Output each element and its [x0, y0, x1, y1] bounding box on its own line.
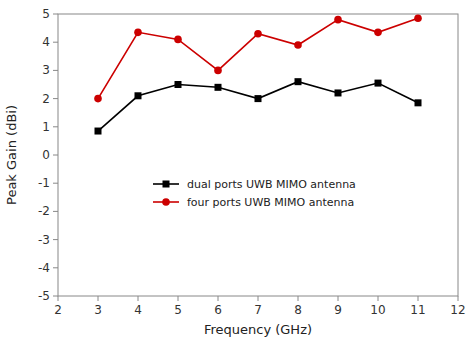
point-marker [414, 14, 422, 22]
point-marker [254, 30, 262, 38]
chart-container: 23456789101112-5-4-3-2-1012345Frequency … [0, 0, 474, 342]
x-tick [218, 296, 219, 301]
y-tick-label: 2 [42, 92, 50, 106]
point-marker [215, 84, 222, 91]
point-marker [174, 36, 182, 44]
x-tick [138, 296, 139, 301]
y-tick [53, 155, 58, 156]
y-tick [53, 211, 58, 212]
point-marker [334, 16, 342, 24]
x-axis: 2 3 4 5 6 7 8 9 10 11 12 [54, 296, 465, 317]
plot-frame [58, 14, 458, 296]
y-tick [53, 239, 58, 240]
y-tick-label: -2 [38, 204, 50, 218]
data-layer [94, 14, 422, 134]
y-tick-label: -4 [38, 261, 50, 275]
y-tick [53, 267, 58, 268]
y-tick-label: -5 [38, 289, 50, 303]
x-tick-label: 2 [54, 303, 62, 317]
x-axis-label: Frequency (GHz) [204, 322, 312, 337]
legend-label: four ports UWB MIMO antenna [187, 196, 354, 209]
x-tick [98, 296, 99, 301]
y-tick-label: -1 [38, 176, 50, 190]
y-tick [53, 14, 58, 15]
y-tick [53, 42, 58, 43]
x-tick-label: 9 [334, 303, 342, 317]
x-tick [298, 296, 299, 301]
point-marker [294, 41, 302, 49]
point-marker [135, 92, 142, 99]
x-tick-label: 8 [294, 303, 302, 317]
y-tick [53, 70, 58, 71]
x-tick-label: 7 [254, 303, 262, 317]
x-tick [418, 296, 419, 301]
y-tick [53, 98, 58, 99]
y-axis-label: Peak Gain (dBi) [4, 105, 19, 205]
x-tick-label: 11 [410, 303, 425, 317]
point-marker [295, 78, 302, 85]
x-tick [378, 296, 379, 301]
y-tick-label: 3 [42, 63, 50, 77]
x-tick [58, 296, 59, 301]
y-tick-label: 4 [42, 35, 50, 49]
x-tick [338, 296, 339, 301]
legend-marker [162, 198, 170, 206]
y-tick-label: 0 [42, 148, 50, 162]
x-tick-label: 10 [370, 303, 385, 317]
y-tick-label: -3 [38, 233, 50, 247]
point-marker [375, 80, 382, 87]
legend-label: dual ports UWB MIMO antenna [187, 178, 356, 191]
point-marker [335, 89, 342, 96]
y-axis: -5 -4 -3 -2 -1 0 1 2 3 4 5 [38, 7, 58, 303]
point-marker [175, 81, 182, 88]
y-tick-label: 5 [42, 7, 50, 21]
point-marker [214, 67, 222, 75]
series [94, 14, 422, 102]
x-tick [258, 296, 259, 301]
x-tick [458, 296, 459, 301]
x-tick-label: 5 [174, 303, 182, 317]
x-tick-label: 4 [134, 303, 142, 317]
y-tick [53, 126, 58, 127]
x-tick [178, 296, 179, 301]
point-marker [374, 29, 382, 37]
x-tick-label: 6 [214, 303, 222, 317]
chart-svg: 23456789101112-5-4-3-2-1012345Frequency … [0, 0, 474, 342]
legend-marker [163, 181, 170, 188]
point-marker [415, 99, 422, 106]
x-tick-label: 3 [94, 303, 102, 317]
point-marker [134, 29, 142, 37]
legend: dual ports UWB MIMO antenna four ports UW… [153, 178, 356, 209]
x-tick-label: 12 [450, 303, 465, 317]
y-tick-label: 1 [42, 120, 50, 134]
series-line [98, 82, 418, 131]
y-tick [53, 296, 58, 297]
y-tick [53, 183, 58, 184]
series-line [98, 18, 418, 98]
point-marker [95, 128, 102, 135]
series [95, 78, 422, 134]
point-marker [255, 95, 262, 102]
point-marker [94, 95, 102, 103]
